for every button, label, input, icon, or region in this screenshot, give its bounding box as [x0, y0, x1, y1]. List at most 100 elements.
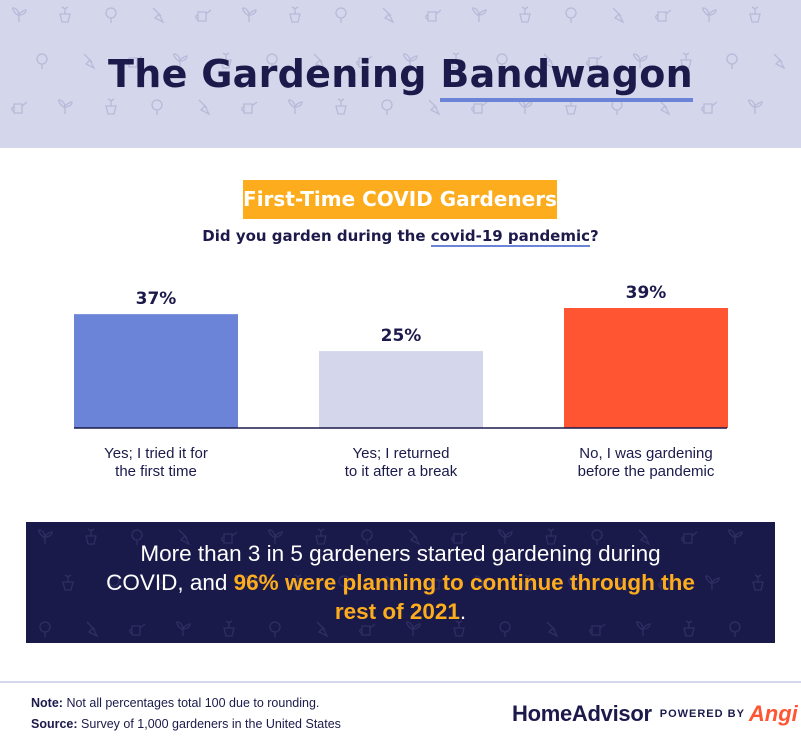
can-icon — [589, 623, 606, 636]
pot-icon — [522, 574, 534, 591]
note-label: Note: — [31, 696, 63, 710]
question-underlined: covid-19 pandemic — [430, 227, 591, 247]
source-line: Source: Survey of 1,000 gardeners in the… — [31, 717, 341, 731]
title-prefix: The Gardening — [108, 52, 427, 96]
sprout-icon — [173, 53, 188, 68]
trowel-icon — [316, 621, 329, 638]
pot-icon — [519, 6, 531, 23]
can-icon — [359, 623, 376, 636]
sprout-icon — [268, 529, 283, 544]
homeadvisor-logo: HomeAdvisor — [512, 701, 652, 726]
tree-icon — [39, 621, 51, 637]
trowel-icon — [83, 53, 96, 70]
pot-icon — [450, 52, 462, 69]
can-icon — [425, 9, 442, 22]
pot-icon — [752, 574, 764, 591]
sprout-icon — [633, 53, 648, 68]
can-icon — [655, 9, 672, 22]
tree-icon — [591, 529, 603, 545]
value-label-3: 39% — [626, 283, 667, 303]
banner-pattern-background — [38, 528, 764, 638]
sprout-icon — [12, 7, 27, 22]
tree-icon — [269, 621, 281, 637]
sprout-icon — [475, 575, 490, 590]
summary-line-3: rest of 2021. — [26, 597, 775, 626]
bar-2 — [319, 351, 483, 428]
category-label-3: before the pandemic — [578, 463, 715, 480]
category-label-2: Yes; I returned — [352, 445, 449, 462]
angi-logo: Angi — [748, 701, 798, 726]
note-text: Not all percentages total 100 due to rou… — [66, 696, 320, 710]
pot-icon — [680, 52, 692, 69]
pot-icon — [292, 574, 304, 591]
tree-icon — [565, 7, 577, 23]
summary-highlight-2: rest of 2021 — [334, 599, 460, 624]
sprout-icon — [636, 621, 651, 636]
sprout-icon — [728, 529, 743, 544]
sprout-icon — [472, 7, 487, 22]
pot-icon — [683, 620, 695, 637]
pot-icon — [59, 6, 71, 23]
sprout-icon — [242, 7, 257, 22]
can-icon — [451, 531, 468, 544]
can-icon — [356, 55, 373, 68]
page-title: The Gardening Bandwagon — [0, 52, 801, 102]
trowel-icon — [658, 99, 671, 116]
tree-icon — [361, 529, 373, 545]
trowel-icon — [773, 53, 786, 70]
pot-icon — [315, 528, 327, 545]
pot-icon — [223, 620, 235, 637]
trowel-icon — [638, 529, 651, 546]
pot-icon — [335, 98, 347, 115]
tree-icon — [568, 575, 580, 591]
pot-icon — [453, 620, 465, 637]
category-label-1: the first time — [115, 463, 197, 480]
can-icon — [241, 101, 258, 114]
category-label-2: to it after a break — [345, 463, 458, 480]
pot-icon — [85, 528, 97, 545]
bar-1 — [74, 314, 238, 428]
trowel-icon — [313, 53, 326, 70]
tree-icon — [335, 7, 347, 23]
summary-line-3-end: . — [459, 599, 467, 624]
source-label: Source: — [31, 717, 78, 731]
trowel-icon — [198, 99, 211, 116]
can-icon — [198, 577, 215, 590]
sprout-icon — [748, 99, 763, 114]
trowel-icon — [543, 53, 556, 70]
can-icon — [126, 55, 143, 68]
tree-icon — [499, 621, 511, 637]
summary-highlight-1: 96% were planning to continue through th… — [233, 570, 695, 595]
pot-icon — [220, 52, 232, 69]
trowel-icon — [382, 7, 395, 24]
value-label-2: 25% — [381, 326, 422, 346]
trowel-icon — [428, 99, 441, 116]
sprout-icon — [403, 53, 418, 68]
can-icon — [129, 623, 146, 636]
sprout-icon — [702, 7, 717, 22]
footer-divider — [0, 681, 801, 683]
sprout-icon — [58, 99, 73, 114]
pot-icon — [545, 528, 557, 545]
can-icon — [221, 531, 238, 544]
can-icon — [586, 55, 603, 68]
trowel-icon — [178, 529, 191, 546]
source-text: Survey of 1,000 gardeners in the United … — [81, 717, 341, 731]
can-icon — [11, 101, 28, 114]
sprout-icon — [176, 621, 191, 636]
can-icon — [658, 577, 675, 590]
trowel-icon — [86, 621, 99, 638]
pot-icon — [565, 98, 577, 115]
summary-line-2: COVID, and 96% were planning to continue… — [26, 568, 775, 597]
tree-icon — [151, 99, 163, 115]
garden-pattern-background — [11, 6, 786, 116]
category-label-3: No, I was gardening — [579, 445, 712, 462]
title-emphasis: Bandwagon — [440, 52, 693, 102]
tree-icon — [108, 575, 120, 591]
chart-subtitle: First-Time COVID Gardeners — [243, 180, 557, 219]
can-icon — [195, 9, 212, 22]
can-icon — [681, 531, 698, 544]
can-icon — [428, 577, 445, 590]
trowel-icon — [408, 529, 421, 546]
